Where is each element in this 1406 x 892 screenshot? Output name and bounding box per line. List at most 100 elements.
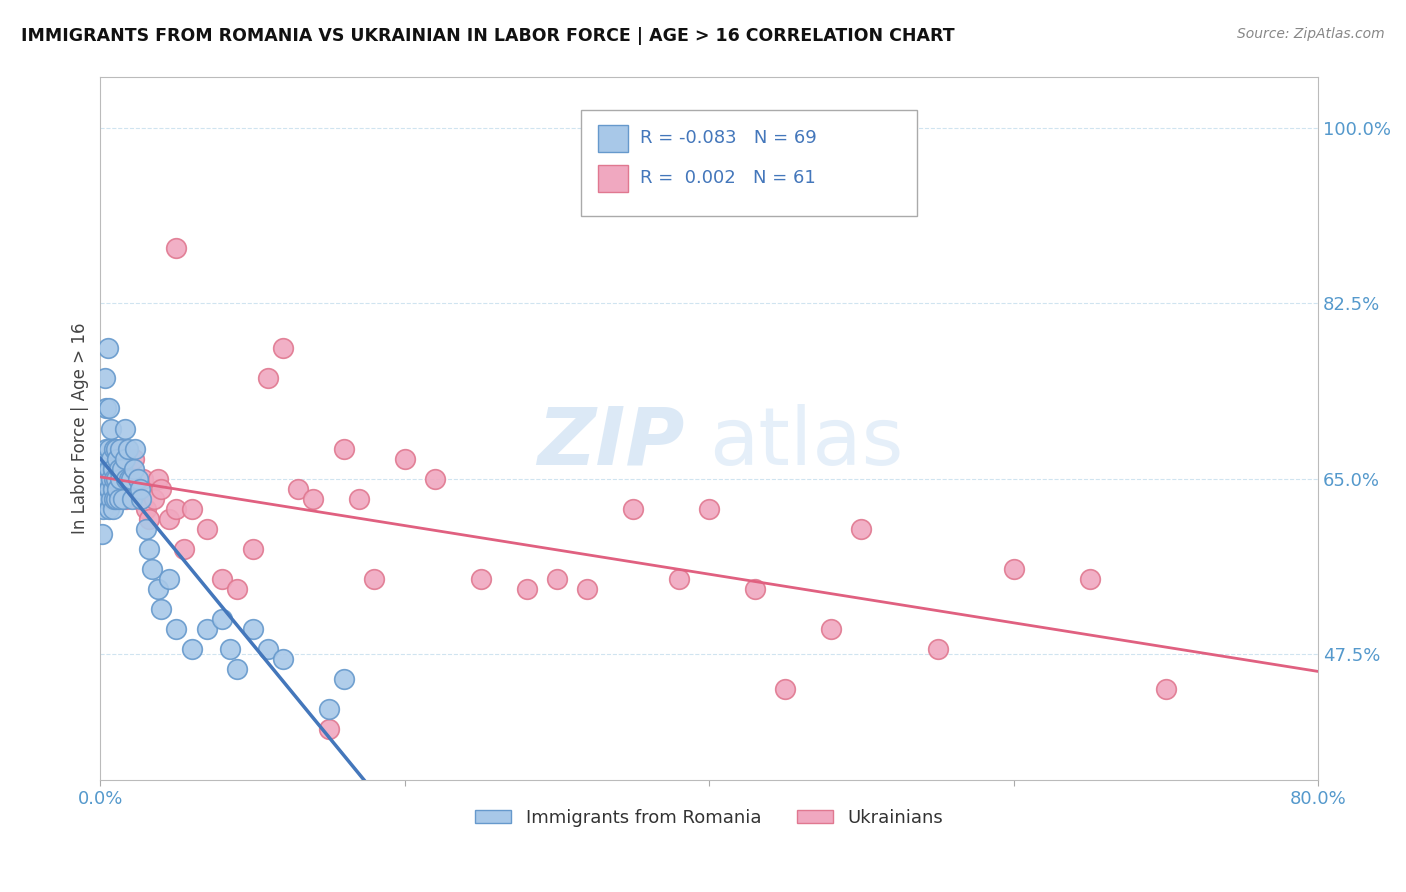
Point bbox=[226, 662, 249, 676]
Point bbox=[115, 472, 138, 486]
Point bbox=[138, 541, 160, 556]
Point bbox=[333, 442, 356, 456]
Point bbox=[103, 472, 125, 486]
Point bbox=[97, 472, 120, 486]
Point bbox=[94, 482, 117, 496]
Point bbox=[256, 371, 278, 385]
Point bbox=[127, 491, 149, 506]
Point bbox=[820, 622, 842, 636]
Point bbox=[851, 522, 873, 536]
Point bbox=[218, 642, 240, 657]
Point bbox=[97, 341, 120, 355]
Point bbox=[744, 582, 766, 596]
Point bbox=[105, 451, 128, 466]
Point bbox=[135, 501, 157, 516]
Point bbox=[302, 491, 325, 506]
Point bbox=[117, 472, 139, 486]
Point bbox=[103, 461, 125, 475]
Point bbox=[94, 461, 117, 475]
Point bbox=[122, 451, 145, 466]
Text: atlas: atlas bbox=[709, 403, 904, 482]
Point bbox=[242, 541, 264, 556]
Point bbox=[97, 491, 120, 506]
Point bbox=[93, 472, 115, 486]
Point bbox=[425, 472, 447, 486]
Point bbox=[546, 572, 568, 586]
Point bbox=[180, 642, 202, 657]
Point bbox=[141, 562, 163, 576]
Point bbox=[101, 482, 124, 496]
Point bbox=[697, 501, 720, 516]
Point bbox=[129, 482, 152, 496]
Point bbox=[226, 582, 249, 596]
Point bbox=[1154, 682, 1177, 697]
Point bbox=[98, 401, 121, 416]
Point bbox=[96, 461, 118, 475]
Point bbox=[271, 341, 294, 355]
Point bbox=[90, 526, 112, 541]
Point bbox=[98, 482, 121, 496]
Point bbox=[108, 482, 131, 496]
Point bbox=[112, 461, 135, 475]
Point bbox=[173, 541, 195, 556]
Point bbox=[100, 491, 122, 506]
Point bbox=[363, 572, 385, 586]
Point bbox=[100, 472, 122, 486]
Text: Source: ZipAtlas.com: Source: ZipAtlas.com bbox=[1237, 27, 1385, 41]
Point bbox=[621, 501, 644, 516]
Point bbox=[97, 491, 120, 506]
Point bbox=[115, 491, 138, 506]
Point bbox=[118, 472, 141, 486]
Point bbox=[132, 472, 155, 486]
Point bbox=[98, 461, 121, 475]
Point bbox=[96, 472, 118, 486]
Point bbox=[93, 472, 115, 486]
Point bbox=[96, 491, 118, 506]
Point bbox=[104, 442, 127, 456]
Point bbox=[114, 421, 136, 435]
Point bbox=[318, 723, 340, 737]
Point bbox=[131, 491, 153, 506]
Point bbox=[333, 673, 356, 687]
Point bbox=[97, 451, 120, 466]
Point bbox=[287, 482, 309, 496]
Point bbox=[104, 472, 127, 486]
Point bbox=[108, 472, 131, 486]
Point bbox=[90, 451, 112, 466]
Point bbox=[105, 482, 128, 496]
Point bbox=[107, 491, 129, 506]
Point bbox=[516, 582, 538, 596]
Point bbox=[124, 442, 146, 456]
Point bbox=[101, 482, 124, 496]
Point bbox=[470, 572, 492, 586]
Point bbox=[211, 572, 233, 586]
Point bbox=[98, 472, 121, 486]
Point bbox=[775, 682, 797, 697]
Point bbox=[242, 622, 264, 636]
Point bbox=[98, 501, 121, 516]
Point bbox=[120, 472, 142, 486]
Point bbox=[157, 512, 180, 526]
Point bbox=[122, 461, 145, 475]
Point bbox=[166, 501, 188, 516]
Point bbox=[120, 482, 142, 496]
Point bbox=[100, 451, 122, 466]
Point bbox=[135, 522, 157, 536]
Point bbox=[148, 582, 170, 596]
Point bbox=[117, 442, 139, 456]
Point bbox=[101, 501, 124, 516]
Point bbox=[111, 472, 134, 486]
Point bbox=[121, 491, 143, 506]
Point bbox=[98, 442, 121, 456]
Point bbox=[114, 451, 136, 466]
Point bbox=[576, 582, 599, 596]
Text: R =  0.002   N = 61: R = 0.002 N = 61 bbox=[640, 169, 815, 187]
Point bbox=[127, 472, 149, 486]
Legend: Immigrants from Romania, Ukrainians: Immigrants from Romania, Ukrainians bbox=[468, 801, 950, 834]
Point bbox=[271, 652, 294, 666]
Point bbox=[668, 572, 690, 586]
Point bbox=[256, 642, 278, 657]
Point bbox=[94, 371, 117, 385]
Point bbox=[1078, 572, 1101, 586]
Point bbox=[180, 501, 202, 516]
